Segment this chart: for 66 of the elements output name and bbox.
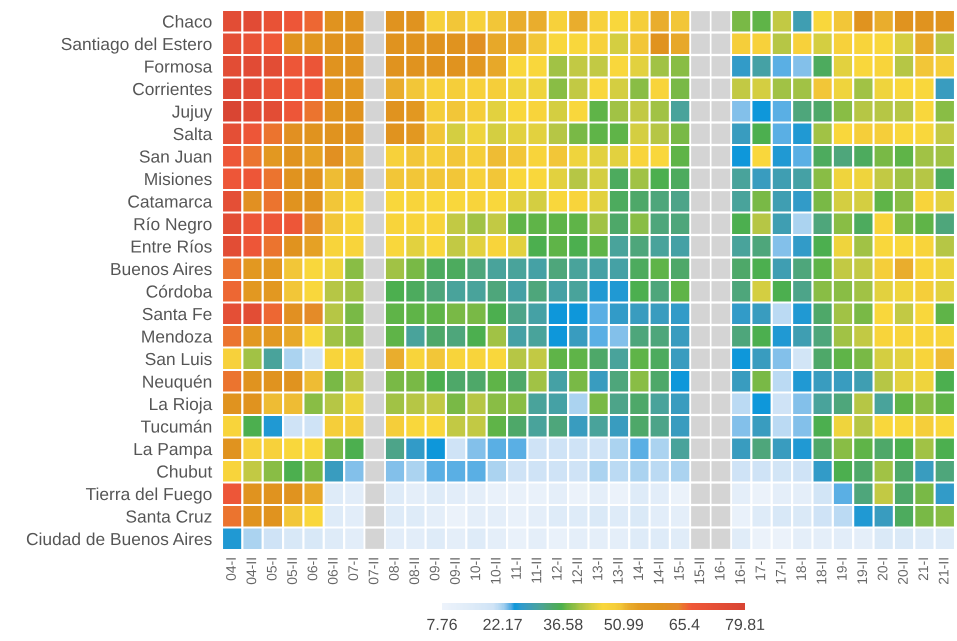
y-tick-label: Santiago del Estero	[62, 37, 212, 54]
x-tick-label: 12-I	[552, 558, 562, 580]
x-tick-label: 19-II	[857, 558, 868, 584]
x-tick-label: 05-I	[266, 558, 277, 580]
x-tick-label: 15-I	[674, 558, 684, 580]
x-tick-label: 18-I	[796, 558, 806, 580]
x-tick-label: 07-II	[368, 558, 378, 584]
x-tick-label: 16-II	[735, 558, 745, 584]
y-tick-label: Chubut	[157, 464, 212, 478]
x-tick-label: 17-I	[756, 558, 766, 580]
y-tick-label: Catamarca	[128, 195, 212, 208]
x-tick-label: 14-I	[633, 558, 643, 580]
x-tick-label: 17-II	[776, 558, 786, 584]
y-tick-label: La Pampa	[134, 443, 212, 459]
y-tick-label: La Rioja	[150, 397, 212, 414]
x-tick-label: 08-I	[388, 558, 399, 580]
x-tick-label: 12-II	[572, 558, 582, 584]
y-tick-label: Tucumán	[140, 420, 212, 433]
y-tick-label: Río Negro	[134, 217, 212, 234]
y-tick-label: Misiones	[145, 172, 212, 186]
x-tick-label: 11-I	[511, 558, 521, 579]
y-tick-label: San Juan	[140, 150, 212, 163]
y-tick-label: Buenos Aires	[111, 262, 212, 276]
color-bar-label: 36.58	[544, 618, 582, 630]
y-tick-label: Entre Ríos	[132, 240, 212, 253]
y-tick-label: Santa Fe	[142, 308, 212, 320]
y-tick-label: San Luis	[146, 352, 212, 366]
x-tick-label: 13-I	[592, 558, 602, 580]
x-tick-label: 06-I	[308, 558, 318, 580]
color-bar-label: 50.99	[604, 618, 644, 630]
y-tick-label: Tierra del Fuego	[86, 487, 212, 504]
x-tick-label: 10-I	[470, 558, 480, 580]
x-tick-label: 09-I	[430, 558, 440, 580]
y-tick-label: Santa Cruz	[126, 510, 212, 523]
y-tick-label: Córdoba	[146, 284, 212, 298]
x-tick-label: 15-II	[694, 558, 704, 584]
x-tick-label: 08-II	[409, 558, 420, 584]
x-tick-label: 14-II	[654, 558, 664, 584]
color-bar-label: 65.4	[670, 618, 700, 630]
x-tick-label: 20-II	[898, 558, 908, 584]
y-tick-label: Corrientes	[133, 82, 212, 96]
y-tick-label: Ciudad de Buenos Aires	[26, 532, 212, 546]
x-tick-label: 16-I	[714, 558, 725, 580]
y-tick-label: Chaco	[162, 14, 212, 28]
x-tick-label: 09-II	[450, 558, 460, 584]
x-tick-label: 20-I	[878, 558, 888, 580]
y-tick-label: Salta	[173, 127, 212, 140]
color-bar-label: 79.81	[726, 618, 764, 630]
color-bar-label: 7.76	[427, 618, 457, 630]
y-tick-label: Jujuy	[172, 104, 212, 122]
x-tick-label: 21-II	[938, 558, 948, 584]
x-tick-label: 18-II	[816, 558, 826, 584]
x-tick-label: 04-II	[246, 558, 256, 584]
y-tick-label: Formosa	[145, 60, 212, 73]
x-tick-label: 11-II	[532, 558, 542, 583]
x-tick-label: 07-I	[348, 558, 358, 580]
x-tick-label: 10-II	[490, 558, 501, 584]
x-tick-label: 13-II	[612, 558, 623, 584]
y-tick-label: Mendoza	[142, 330, 212, 343]
x-tick-label: 21-I	[918, 558, 928, 580]
y-tick-label: Neuquén	[143, 374, 212, 392]
x-tick-label: 19-I	[836, 558, 847, 580]
x-tick-label: 06-II	[328, 558, 338, 584]
color-bar-label: 22.17	[483, 618, 522, 630]
x-tick-label: 04-I	[226, 558, 236, 580]
x-tick-label: 05-II	[287, 558, 297, 584]
